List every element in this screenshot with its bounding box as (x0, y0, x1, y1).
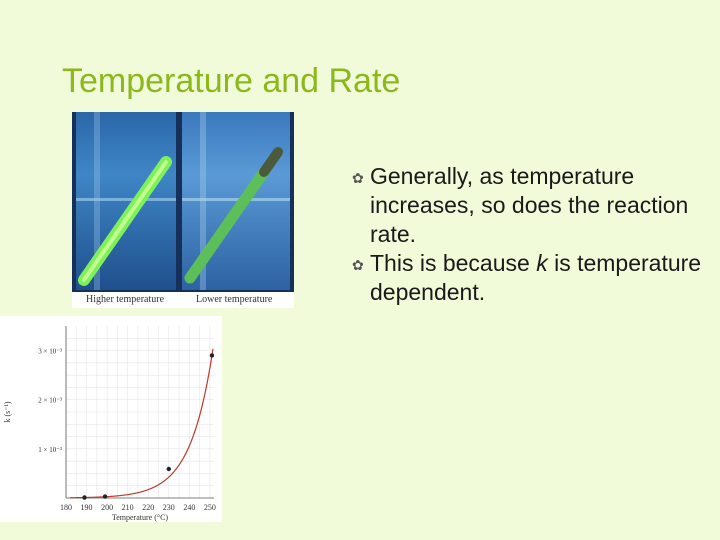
swoosh-bullet-icon: ✿ (352, 170, 364, 186)
y-tick-label: 2 × 10⁻³ (38, 397, 62, 405)
x-tick-label: 230 (163, 503, 175, 512)
x-tick-label: 200 (101, 503, 113, 512)
bullet-text-1: Generally, as temperature increases, so … (370, 163, 689, 247)
bullet-text-2b: is temperature dependent. (370, 250, 702, 305)
photo-caption-higher: Higher temperature (86, 294, 165, 305)
data-point (102, 494, 108, 499)
bullet-text-2a: This is because (370, 250, 537, 276)
chart-axes (65, 326, 214, 499)
bullet-text-2-k: k (536, 250, 548, 276)
slide-title: Temperature and Rate (62, 62, 401, 100)
rate-vs-temperature-chart: 180 190 200 210 220 230 240 250 1 × 10⁻³ 2 × 10⁻³… (0, 316, 222, 522)
glowstick-photo: Higher temperature Lower temperature (72, 112, 294, 308)
chart-labels: 180 190 200 210 220 230 240 250 1 × 10⁻³ 2 × 10⁻³… (3, 348, 216, 522)
y-tick-label: 3 × 10⁻³ (38, 348, 62, 356)
x-axis-label: Temperature (°C) (112, 513, 169, 522)
x-tick-label: 250 (204, 503, 216, 512)
chart-svg: 180 190 200 210 220 230 240 250 1 × 10⁻³ 2 × 10⁻³… (3, 326, 216, 522)
bullet-item-1: ✿ Generally, as temperature increases, s… (352, 162, 712, 249)
data-point (82, 495, 87, 500)
photo-caption-lower: Lower temperature (196, 294, 273, 305)
data-point (166, 466, 171, 472)
bullet-item-2: ✿ This is because k is temperature depen… (352, 249, 712, 307)
y-tick-label: 1 × 10⁻³ (38, 446, 62, 454)
swoosh-bullet-icon: ✿ (352, 257, 364, 273)
chart-curve-layer (70, 348, 214, 499)
x-tick-label: 220 (142, 503, 154, 512)
x-tick-label: 240 (183, 503, 195, 512)
x-tick-label: 190 (81, 503, 93, 512)
x-tick-label: 210 (122, 503, 134, 512)
bullet-list: ✿ Generally, as temperature increases, s… (352, 162, 712, 307)
chart-grid (65, 326, 214, 498)
data-point (209, 353, 215, 358)
exponential-curve (70, 348, 214, 499)
y-axis-label: k (s⁻¹) (3, 401, 12, 422)
x-tick-label: 180 (60, 503, 72, 512)
chart-points (82, 353, 215, 500)
